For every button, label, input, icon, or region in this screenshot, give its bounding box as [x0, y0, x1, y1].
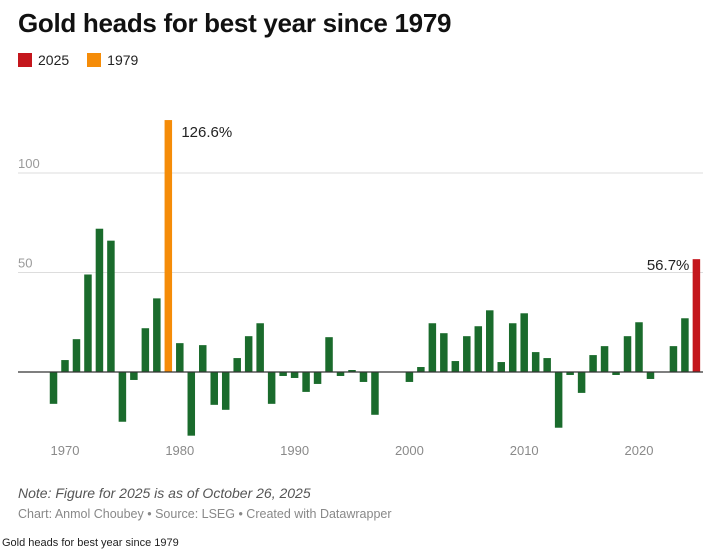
x-tick-label-2010: 2010	[510, 443, 539, 458]
bar-1976	[130, 372, 138, 380]
bar-1991	[302, 372, 310, 392]
bar-1971	[72, 339, 81, 372]
legend-item-1979: 1979	[87, 52, 138, 68]
bar-1969	[49, 372, 58, 404]
bar-1994	[336, 372, 345, 376]
bar-1988	[267, 372, 276, 404]
bar-1975	[118, 372, 127, 422]
image-caption: Gold heads for best year since 1979	[2, 537, 179, 549]
bar-1980	[176, 343, 184, 372]
x-tick-label-1980: 1980	[165, 443, 194, 458]
bar-1986	[244, 336, 253, 372]
bar-2023	[669, 346, 678, 372]
bar-2001	[417, 367, 425, 372]
bar-1987	[256, 323, 264, 372]
bar-1979	[164, 120, 173, 372]
legend-swatch-2025	[18, 53, 32, 67]
bar-1972	[84, 274, 92, 372]
bar-1973	[95, 228, 104, 372]
bar-1977	[141, 328, 150, 372]
bar-2020	[635, 322, 643, 372]
legend-label-1979: 1979	[107, 52, 139, 68]
bar-1974	[107, 240, 115, 372]
annotation-2025: 56.7%	[647, 257, 690, 274]
annotation-1979: 126.6%	[181, 124, 232, 141]
bar-2000	[405, 372, 414, 382]
bar-1997	[371, 372, 379, 415]
bar-1993	[325, 337, 333, 372]
bar-2004	[451, 361, 460, 372]
bar-2013	[554, 372, 563, 428]
bar-1992	[313, 372, 322, 384]
bar-1984	[221, 372, 230, 410]
bar-1995	[348, 370, 356, 372]
bar-2005	[463, 336, 471, 372]
chart-note: Note: Figure for 2025 is as of October 2…	[18, 485, 311, 501]
bar-2012	[543, 358, 551, 372]
bar-1970	[61, 360, 69, 372]
bar-2011	[531, 352, 540, 372]
bar-1985	[233, 358, 241, 372]
bar-1978	[153, 298, 161, 372]
bar-1982	[199, 345, 207, 372]
bar-2008	[497, 362, 505, 372]
x-tick-label-2020: 2020	[625, 443, 654, 458]
bar-2003	[440, 333, 448, 372]
legend-label-2025: 2025	[38, 52, 70, 68]
legend-swatch-1979	[87, 53, 102, 67]
x-tick-label-1970: 1970	[51, 443, 80, 458]
bar-2017	[600, 346, 609, 372]
y-tick-label-100: 100	[18, 156, 40, 171]
bar-2006	[474, 326, 483, 372]
chart-credit: Chart: Anmol Choubey • Source: LSEG • Cr…	[18, 507, 392, 521]
bar-2002	[428, 323, 437, 372]
x-tick-label-1990: 1990	[280, 443, 309, 458]
y-tick-label-50: 50	[18, 256, 32, 271]
legend-item-2025: 2025	[18, 52, 69, 68]
bar-2024	[681, 318, 689, 372]
legend: 2025 1979	[18, 52, 138, 68]
bar-1983	[210, 372, 218, 405]
bar-2010	[520, 313, 528, 372]
bar-2016	[589, 355, 597, 372]
bar-2018	[612, 372, 620, 375]
bar-1990	[290, 372, 299, 378]
bar-2009	[508, 323, 517, 372]
chart-title: Gold heads for best year since 1979	[18, 8, 452, 38]
bar-2015	[577, 372, 586, 393]
bar-1981	[187, 372, 196, 436]
bar-2021	[646, 372, 655, 379]
bar-2014	[566, 372, 574, 375]
bar-2019	[623, 336, 632, 372]
bar-2025	[692, 259, 701, 372]
bar-1996	[359, 372, 368, 382]
bar-2007	[486, 310, 494, 372]
x-tick-label-2000: 2000	[395, 443, 424, 458]
bar-1989	[279, 372, 287, 376]
